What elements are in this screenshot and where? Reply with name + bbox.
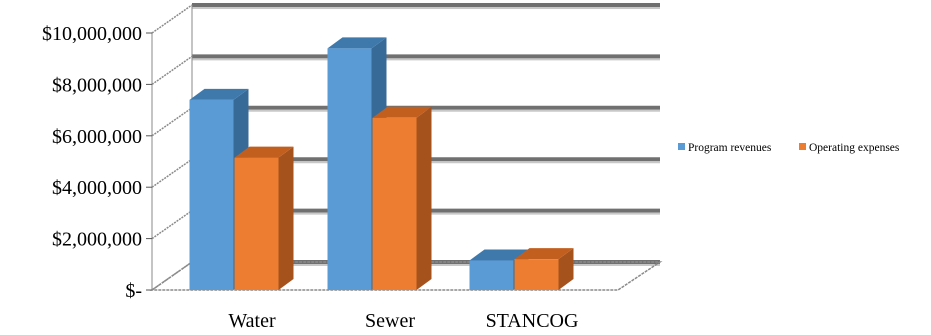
y-axis-tick-labels: $- $2,000,000 $4,000,000 $6,000,000 $8,000,0… xyxy=(42,23,142,302)
legend-label: Operating expenses xyxy=(809,142,900,154)
y-tick-label: $10,000,000 xyxy=(42,23,142,45)
y-tick-label: $- xyxy=(125,280,142,302)
legend-item: Operating expenses xyxy=(799,142,900,154)
y-tick-label: $4,000,000 xyxy=(52,177,142,199)
legend: Program revenues Operating expenses xyxy=(678,142,900,154)
x-category-label: Sewer xyxy=(365,310,415,332)
y-tick-label: $2,000,000 xyxy=(52,229,142,251)
bar-program-revenues xyxy=(327,37,387,290)
chart-floor xyxy=(149,261,663,291)
x-axis-category-labels: Water Sewer STANCOG xyxy=(228,310,578,332)
gridline xyxy=(151,3,660,34)
legend-swatch xyxy=(678,143,685,150)
bars xyxy=(189,37,574,290)
bar-operating-expenses xyxy=(372,106,432,290)
legend-label: Program revenues xyxy=(688,142,772,154)
x-category-label: STANCOG xyxy=(486,310,579,332)
x-category-label: Water xyxy=(228,310,276,332)
y-tick-label: $8,000,000 xyxy=(52,74,142,96)
bar-operating-expenses xyxy=(514,248,574,290)
bar-operating-expenses xyxy=(234,146,294,290)
legend-item: Program revenues xyxy=(678,142,772,154)
legend-swatch xyxy=(799,143,806,150)
y-tick-label: $6,000,000 xyxy=(52,126,142,148)
gridline xyxy=(151,54,660,86)
